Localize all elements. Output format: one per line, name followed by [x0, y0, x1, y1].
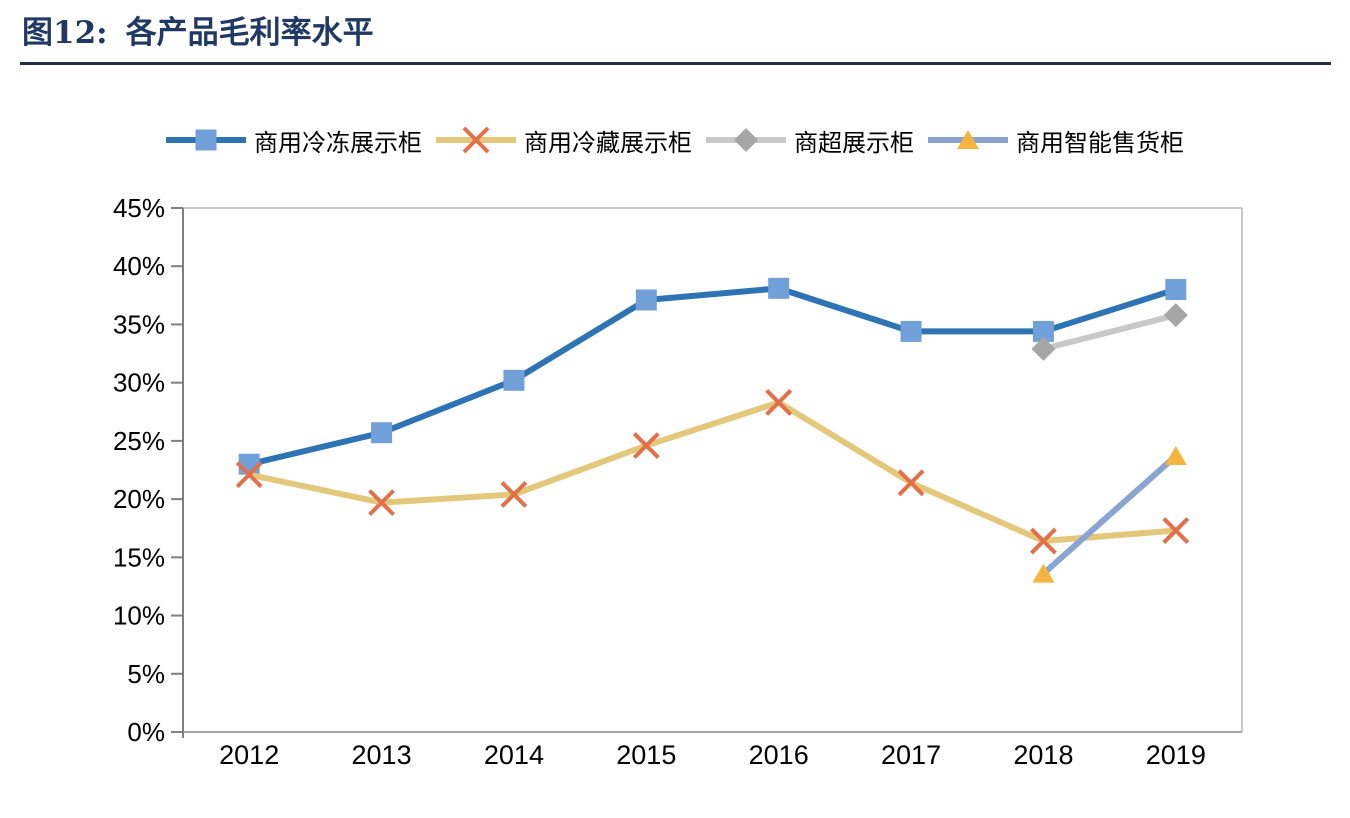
series-0-marker [635, 289, 657, 311]
figure-header: 图12: 各产品毛利率水平 [0, 0, 1350, 65]
series-0-marker [1165, 278, 1187, 300]
legend-marker-sample [195, 129, 217, 151]
series-1-marker [235, 460, 263, 488]
series-1-marker [765, 388, 793, 416]
x-axis-category-label: 2013 [352, 740, 412, 770]
series-0-marker [238, 453, 260, 475]
legend-label: 商超展示柜 [794, 129, 914, 157]
series-2-marker [1031, 336, 1056, 361]
series-1-marker [368, 488, 395, 516]
y-axis-tick-label: 45% [113, 193, 165, 223]
figure-name: 各产品毛利率水平 [125, 15, 374, 51]
x-axis-category-label: 2014 [484, 740, 544, 770]
title-divider [20, 61, 1331, 65]
x-axis-category-label: 2012 [219, 740, 279, 770]
y-axis-tick-label: 30% [113, 367, 165, 397]
x-axis-category-label: 2017 [881, 740, 941, 770]
legend-swatch-x-icon [436, 126, 516, 154]
legend-label: 商用冷冻展示柜 [254, 129, 422, 157]
legend-item-2: 商超展示柜 [706, 123, 914, 158]
series-0-marker [900, 320, 922, 342]
series-1-marker [1162, 516, 1190, 544]
series-1-line [248, 399, 1177, 544]
series-0-marker [1032, 320, 1054, 342]
x-axis-category-label: 2019 [1146, 740, 1206, 770]
x-axis-category-label: 2018 [1013, 740, 1073, 770]
series-0-marker [768, 277, 790, 299]
series-1-marker [632, 431, 660, 459]
legend-swatch-square-icon [166, 129, 246, 151]
series-3-marker [1032, 563, 1055, 583]
legend-item-1: 商用冷藏展示柜 [436, 123, 692, 158]
series-3-line [1041, 453, 1178, 576]
y-axis-tick-label: 0% [127, 717, 165, 747]
y-axis-tick-label: 10% [113, 600, 165, 630]
series-1-marker [1030, 527, 1057, 555]
legend-marker-sample [734, 128, 758, 153]
y-axis-tick-label: 20% [113, 484, 165, 514]
legend-marker-sample [957, 130, 979, 150]
y-axis-tick-label: 40% [113, 251, 165, 281]
legend-swatch-triangle-icon [928, 130, 1008, 150]
y-axis-tick-label: 25% [113, 426, 165, 456]
series-3-marker [1164, 445, 1187, 465]
legend-label: 商用智能售货柜 [1016, 129, 1184, 157]
series-1-marker [500, 480, 528, 508]
x-axis-category-label: 2015 [616, 740, 676, 770]
series-0-marker [503, 369, 525, 391]
gross-margin-line-chart: 0% 5% 10% 15% 20% 25% 30% 35% 40% 45% 2012 2013 2014… [113, 193, 1243, 770]
legend-swatch-diamond-icon [706, 128, 786, 153]
figure-number: 图12: [22, 15, 108, 51]
x-axis-category-label: 2016 [749, 740, 809, 770]
series-0-line [248, 285, 1177, 467]
chart-legend: 商用冷冻展示柜 商用冷藏展示柜 商超展示柜 商用智能售货柜 [0, 123, 1350, 158]
series-0-marker [371, 421, 393, 443]
series-1-marker [897, 469, 925, 496]
legend-item-3: 商用智能售货柜 [928, 123, 1184, 158]
series-2-marker [1163, 302, 1188, 327]
series-2-line [1042, 311, 1177, 352]
y-axis-tick-label: 35% [113, 309, 165, 339]
y-axis-tick-label: 15% [113, 542, 165, 572]
legend-label: 商用冷藏展示柜 [524, 129, 692, 157]
chart-area: 0% 5% 10% 15% 20% 25% 30% 35% 40% 45% 2012 2013 2014… [0, 170, 1350, 810]
legend-marker-sample [462, 126, 490, 154]
legend-item-0: 商用冷冻展示柜 [166, 123, 422, 158]
figure-title: 图12: 各产品毛利率水平 [22, 14, 1350, 53]
y-axis-tick-label: 5% [127, 659, 165, 689]
